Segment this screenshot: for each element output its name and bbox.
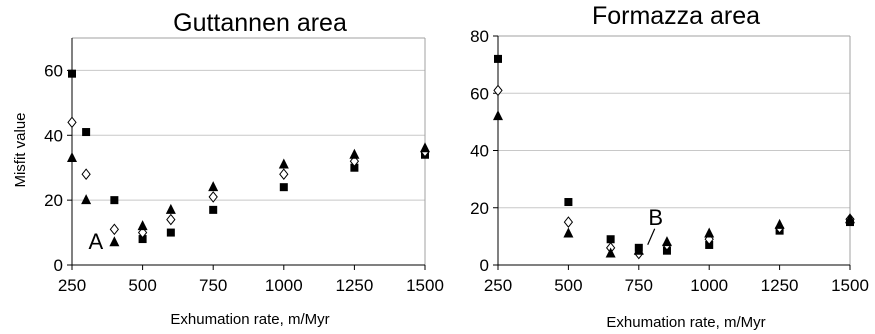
y-tick-label: 0	[480, 256, 489, 275]
diamond-marker	[109, 223, 120, 236]
annotation-label: B	[648, 205, 663, 230]
diamond-marker	[166, 213, 176, 226]
x-tick-label: 250	[484, 276, 512, 295]
triangle-marker	[563, 227, 574, 238]
square-marker	[138, 235, 147, 244]
y-tick-label: 60	[470, 84, 489, 103]
chart-title: Formazza area	[592, 2, 760, 30]
triangle-marker	[137, 220, 148, 231]
x-tick-label: 750	[625, 276, 653, 295]
diamond-marker	[67, 116, 77, 129]
diamond-marker	[563, 216, 574, 228]
x-tick-label: 750	[199, 276, 227, 295]
x-tick-label: 1500	[406, 276, 444, 295]
x-tick-label: 500	[554, 276, 582, 295]
triangle-marker	[704, 227, 715, 238]
triangle-marker	[845, 213, 855, 224]
triangle-marker	[208, 181, 219, 192]
square-marker	[279, 183, 288, 192]
guttannen-chart: Guttannen area Misfit value Exhumation r…	[12, 9, 444, 328]
triangle-marker	[661, 236, 672, 247]
x-tick-label: 1250	[761, 276, 799, 295]
annotation-pointer	[647, 228, 656, 246]
diamond-marker	[279, 168, 289, 181]
x-axis-label: Exhumation rate, m/Myr	[170, 311, 329, 328]
triangle-marker	[278, 158, 289, 169]
triangle-marker	[774, 218, 785, 229]
diamond-marker	[493, 84, 503, 97]
annotation-label: A	[89, 229, 104, 254]
y-tick-label: 60	[44, 61, 63, 80]
square-marker	[82, 128, 91, 137]
square-marker	[209, 205, 218, 214]
triangle-marker	[633, 244, 644, 255]
square-marker	[606, 235, 615, 244]
diamond-marker	[208, 191, 218, 203]
triangle-marker	[605, 247, 616, 258]
x-axis-label: Exhumation rate, m/Myr	[606, 314, 765, 331]
square-marker	[110, 196, 119, 205]
y-tick-label: 80	[470, 27, 489, 46]
y-tick-label: 20	[44, 191, 63, 210]
square-marker	[166, 228, 175, 237]
triangle-marker	[420, 142, 430, 153]
y-tick-label: 40	[44, 126, 63, 145]
square-marker	[68, 69, 76, 78]
x-tick-label: 1000	[265, 276, 303, 295]
triangle-marker	[81, 194, 92, 205]
y-tick-label: 0	[54, 256, 63, 275]
triangle-marker	[109, 236, 120, 247]
x-tick-label: 250	[58, 276, 86, 295]
diamond-marker	[81, 168, 91, 181]
triangle-marker	[165, 203, 176, 214]
triangle-marker	[493, 110, 503, 121]
y-tick-label: 40	[470, 142, 489, 161]
y-axis-label: Misfit value	[12, 112, 29, 187]
square-marker	[494, 54, 502, 63]
triangle-marker	[349, 148, 360, 159]
x-tick-label: 1500	[831, 276, 869, 295]
chart-title: Guttannen area	[173, 9, 347, 37]
square-marker	[350, 163, 359, 172]
triangle-marker	[67, 151, 77, 162]
y-tick-label: 20	[470, 199, 489, 218]
formazza-chart: Formazza area Exhumation rate, m/Myr 0 20…	[470, 2, 869, 331]
x-tick-label: 1250	[335, 276, 373, 295]
x-tick-label: 500	[128, 276, 156, 295]
x-tick-label: 1000	[690, 276, 728, 295]
square-marker	[564, 198, 573, 207]
